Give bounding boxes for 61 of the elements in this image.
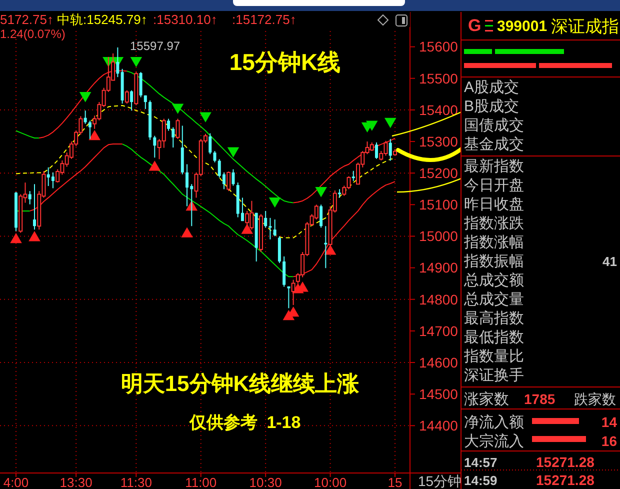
y-tick-label: 15100 xyxy=(419,196,458,213)
annotation: 1.24(0.07%) xyxy=(0,27,66,41)
y-tick-label: 14500 xyxy=(419,386,458,402)
x-tick-label: 4:00 xyxy=(3,475,29,489)
y-tick-label: 14900 xyxy=(419,260,458,276)
y-tick-label: 14400 xyxy=(419,418,458,434)
x-tick-label: 15 xyxy=(388,475,402,489)
text: 指数振幅 xyxy=(463,253,524,270)
annotation: 仅供参考 1-18 xyxy=(188,413,301,432)
text: 14:59 xyxy=(464,473,498,488)
y-tick-label: 14700 xyxy=(419,322,458,339)
text: G xyxy=(468,16,482,35)
text: 涨家数 xyxy=(464,391,509,408)
text: 1785 xyxy=(524,391,556,407)
text: 最高指数 xyxy=(464,310,524,327)
text: 最低指数 xyxy=(464,329,524,346)
text: 总成交额 xyxy=(463,272,524,289)
text: 399001 xyxy=(497,18,548,35)
text: 15分钟 xyxy=(418,473,462,489)
text: 15271.28 xyxy=(536,472,595,488)
y-tick-label: 15300 xyxy=(419,133,458,150)
text: A股成交 xyxy=(464,79,520,96)
text: 15271.28 xyxy=(536,454,595,470)
text: 中轨:15245.79↑ xyxy=(57,12,148,27)
y-tick-label: 15600 xyxy=(419,38,458,55)
text: 14 xyxy=(601,414,618,430)
y-tick-label: 14600 xyxy=(419,354,458,370)
text: 41 xyxy=(602,254,617,269)
x-tick-label: 11:00 xyxy=(185,475,217,489)
text: 今日开盘 xyxy=(464,177,524,194)
text: 深证成指 xyxy=(551,17,619,36)
text: 深证换手 xyxy=(464,367,524,384)
text: 指数量比 xyxy=(463,348,524,365)
text: 5172.75↑ xyxy=(0,12,54,27)
y-tick-label: 14800 xyxy=(419,291,458,308)
y-tick-label: 15200 xyxy=(419,164,458,181)
text: 净流入额 xyxy=(464,414,524,431)
text: 基金成交 xyxy=(464,136,524,153)
text: 指数涨跌 xyxy=(463,215,524,232)
text: 国债成交 xyxy=(464,117,524,134)
y-tick-label: 15400 xyxy=(419,102,458,118)
annotation: 15597.97 xyxy=(130,39,180,53)
x-tick-label: 11:30 xyxy=(120,475,152,489)
text: 大宗流入 xyxy=(464,433,524,450)
x-tick-label: 10:00 xyxy=(314,475,347,489)
y-tick-label: 15000 xyxy=(419,228,458,244)
text: B股成交 xyxy=(464,98,520,115)
text: 16 xyxy=(601,433,618,449)
text: 指数涨幅 xyxy=(463,234,524,251)
y-tick-label: 15500 xyxy=(419,70,458,86)
x-tick-label: 10:30 xyxy=(249,475,282,489)
x-tick-label: 13:30 xyxy=(60,475,92,489)
text: 昨日收盘 xyxy=(464,196,524,213)
text: 跌家数 xyxy=(574,391,616,407)
text: :15172.75↑ xyxy=(232,12,296,27)
text: 总成交量 xyxy=(463,291,524,308)
text: 14:57 xyxy=(464,455,498,470)
annotation: 明天15分钟K线继续上涨 xyxy=(120,371,360,396)
text: 15分钟K线 xyxy=(229,49,341,75)
text: 最新指数 xyxy=(464,158,524,175)
text: :15310.10↑ xyxy=(153,12,218,27)
